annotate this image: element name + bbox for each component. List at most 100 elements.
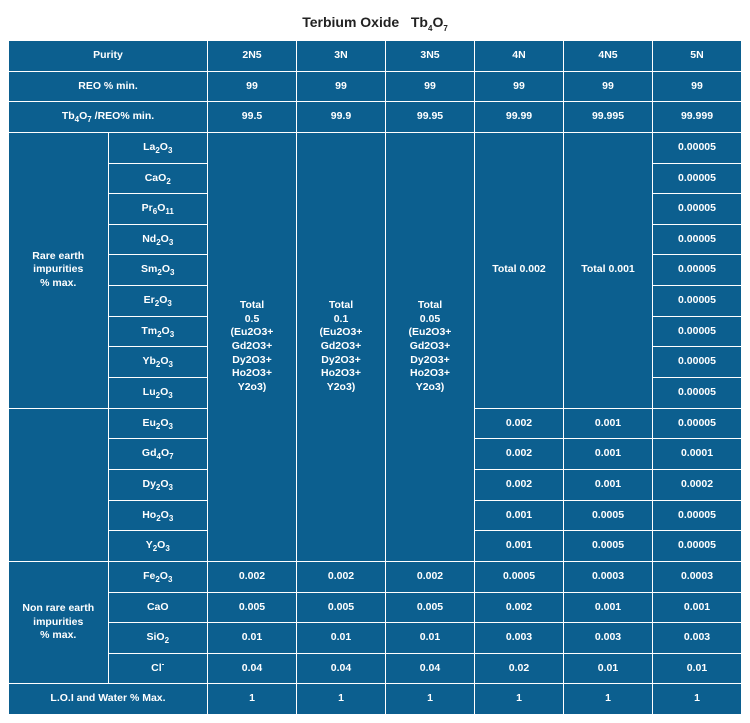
rei-label-blank	[9, 408, 109, 561]
cell: 0.00005	[653, 163, 742, 194]
compound: Dy2O3	[108, 469, 208, 500]
cell: 0.0005	[564, 500, 653, 531]
cell: 0.002	[475, 469, 564, 500]
cell: 99.99	[475, 102, 564, 133]
compound: Nd2O3	[108, 224, 208, 255]
cell: 0.003	[475, 623, 564, 654]
cell: 0.002	[386, 561, 475, 592]
cell: 99.9	[297, 102, 386, 133]
cell: 0.005	[386, 592, 475, 623]
cell: 0.0005	[564, 531, 653, 562]
compound: CaO2	[108, 163, 208, 194]
compound: Eu2O3	[108, 408, 208, 439]
hdr-grade: 5N	[653, 41, 742, 72]
compound: SiO2	[108, 623, 208, 654]
page-title: Terbium Oxide Tb4O7	[8, 8, 742, 40]
row-label-reo: REO % min.	[9, 71, 208, 102]
cell: 0.001	[564, 408, 653, 439]
cell: 0.04	[386, 653, 475, 684]
cell: 0.002	[297, 561, 386, 592]
compound: Tm2O3	[108, 316, 208, 347]
cell: 0.00005	[653, 500, 742, 531]
cell: 0.04	[208, 653, 297, 684]
cell: 1	[297, 684, 386, 715]
cell: 1	[564, 684, 653, 715]
compound: Yb2O3	[108, 347, 208, 378]
cell: 1	[386, 684, 475, 715]
hdr-grade: 4N5	[564, 41, 653, 72]
cell: 1	[653, 684, 742, 715]
compound: Ho2O3	[108, 500, 208, 531]
cell: 99	[653, 71, 742, 102]
cell: 99	[297, 71, 386, 102]
cell: 99	[475, 71, 564, 102]
cell: 0.0002	[653, 469, 742, 500]
cell: 99.999	[653, 102, 742, 133]
spec-table: Purity 2N5 3N 3N5 4N 4N5 5N REO % min. 9…	[8, 40, 742, 715]
hdr-grade: 4N	[475, 41, 564, 72]
cell: 0.005	[297, 592, 386, 623]
cell: 0.00005	[653, 531, 742, 562]
cell-total-3n: Total0.1(Eu2O3+Gd2O3+Dy2O3+Ho2O3+Y2o3)	[297, 132, 386, 561]
cell: 0.01	[564, 653, 653, 684]
cell: 0.01	[386, 623, 475, 654]
hdr-grade: 3N	[297, 41, 386, 72]
compound: Gd4O7	[108, 439, 208, 470]
cell: 0.04	[297, 653, 386, 684]
cell: 0.001	[475, 531, 564, 562]
hdr-grade: 3N5	[386, 41, 475, 72]
cell: 0.0003	[564, 561, 653, 592]
cell: 0.02	[475, 653, 564, 684]
compound: Lu2O3	[108, 378, 208, 409]
cell: 1	[208, 684, 297, 715]
cell: 99	[208, 71, 297, 102]
compound: Er2O3	[108, 286, 208, 317]
cell: 0.00005	[653, 408, 742, 439]
hdr-grade: 2N5	[208, 41, 297, 72]
nrei-label: Non rare earth impurities% max.	[9, 561, 109, 684]
cell: 0.00005	[653, 316, 742, 347]
cell: 0.00005	[653, 378, 742, 409]
loi-label: L.O.I and Water % Max.	[9, 684, 208, 715]
cell: 0.003	[653, 623, 742, 654]
cell: 0.003	[564, 623, 653, 654]
compound: Y2O3	[108, 531, 208, 562]
cell: 0.00005	[653, 194, 742, 225]
cell: 0.01	[653, 653, 742, 684]
cell: 0.002	[208, 561, 297, 592]
cell-total-3n5: Total0.05(Eu2O3+Gd2O3+Dy2O3+Ho2O3+Y2o3)	[386, 132, 475, 561]
cell: 0.0005	[475, 561, 564, 592]
cell: 99.95	[386, 102, 475, 133]
cell-total-4n5: Total 0.001	[564, 132, 653, 408]
cell: 0.002	[475, 592, 564, 623]
cell: 0.00005	[653, 347, 742, 378]
rei-label: Rare earth impurities% max.	[9, 132, 109, 408]
cell: 0.00005	[653, 224, 742, 255]
cell-total-4n: Total 0.002	[475, 132, 564, 408]
cell: 99.5	[208, 102, 297, 133]
compound: Cl-	[108, 653, 208, 684]
cell: 99.995	[564, 102, 653, 133]
cell: 0.0003	[653, 561, 742, 592]
cell: 0.001	[653, 592, 742, 623]
cell-total-2n5: Total0.5(Eu2O3+Gd2O3+Dy2O3+Ho2O3+Y2o3)	[208, 132, 297, 561]
compound: Pr6O11	[108, 194, 208, 225]
cell: 99	[564, 71, 653, 102]
compound: Fe2O3	[108, 561, 208, 592]
hdr-purity: Purity	[9, 41, 208, 72]
cell: 0.00005	[653, 286, 742, 317]
cell: 0.0001	[653, 439, 742, 470]
cell: 0.01	[208, 623, 297, 654]
cell: 0.001	[564, 592, 653, 623]
row-label-tbreo: Tb4O7 /REO% min.	[9, 102, 208, 133]
cell: 0.00005	[653, 132, 742, 163]
cell: 0.002	[475, 408, 564, 439]
cell: 0.005	[208, 592, 297, 623]
cell: 0.00005	[653, 255, 742, 286]
compound: CaO	[108, 592, 208, 623]
cell: 99	[386, 71, 475, 102]
cell: 0.001	[564, 469, 653, 500]
cell: 0.001	[564, 439, 653, 470]
compound: La2O3	[108, 132, 208, 163]
cell: 0.001	[475, 500, 564, 531]
